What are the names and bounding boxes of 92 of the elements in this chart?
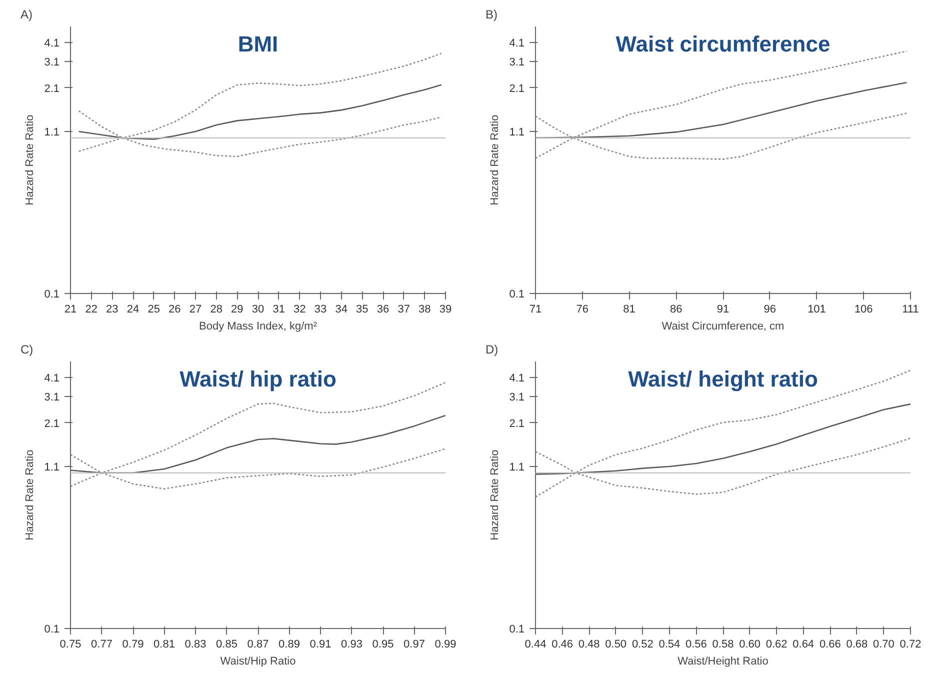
x-tick-label: 0.75 (60, 638, 82, 650)
x-tick-label: 0.60 (739, 638, 761, 650)
chart-title: Waist/ height ratio (628, 366, 818, 392)
x-tick-label: 111 (902, 304, 919, 316)
y-tick-label: 3.1 (509, 56, 525, 68)
x-tick-label: 0.72 (900, 638, 922, 650)
y-tick-label: 1.1 (44, 126, 60, 138)
x-tick-label: 0.91 (310, 638, 332, 650)
y-tick-label: 3.1 (509, 391, 525, 404)
x-tick-label: 0.64 (792, 638, 814, 650)
x-axis-title: Waist/Hip Ratio (220, 656, 296, 668)
x-tick-label: 71 (529, 304, 542, 316)
x-tick-label: 86 (670, 304, 682, 316)
x-tick-label: 33 (314, 304, 327, 316)
y-tick-label: 0.1 (44, 288, 60, 300)
y-tick-label: 4.1 (44, 38, 60, 50)
x-tick-label: 21 (64, 304, 77, 316)
x-tick-label: 0.89 (278, 638, 300, 650)
x-tick-label: 27 (189, 304, 202, 316)
y-tick-label: 1.1 (509, 461, 525, 474)
x-tick-label: 0.62 (766, 638, 788, 650)
y-tick-label: 3.1 (44, 391, 60, 404)
x-tick-label: 0.83 (184, 638, 206, 650)
x-tick-label: 0.81 (154, 638, 175, 650)
x-tick-label: 0.68 (846, 638, 868, 650)
y-tick-label: 4.1 (509, 38, 525, 50)
y-axis-title: Hazard Rate Ratio (24, 114, 36, 206)
x-tick-label: 34 (335, 304, 348, 316)
y-axis-title: Hazard Rate Ratio (489, 450, 502, 540)
y-tick-label: 1.1 (509, 126, 525, 138)
x-tick-label: 28 (210, 304, 222, 316)
chart-title: Waist/ hip ratio (180, 366, 336, 392)
x-tick-label: 31 (272, 304, 285, 316)
x-tick-label: 22 (85, 304, 98, 316)
x-tick-label: 0.87 (247, 638, 269, 650)
y-tick-label: 2.1 (509, 418, 525, 430)
x-tick-label: 0.97 (404, 638, 425, 650)
chart-title: BMI (238, 32, 278, 56)
x-tick-label: 0.48 (578, 638, 600, 650)
x-tick-label: 76 (576, 304, 589, 316)
x-tick-label: 0.50 (605, 638, 627, 650)
x-tick-label: 30 (252, 304, 264, 316)
x-axis-title: Body Mass Index, kg/m² (199, 320, 318, 332)
x-axis-title: Waist Circumference, cm (662, 320, 784, 332)
y-axis-title: Hazard Rate Ratio (24, 450, 36, 540)
y-tick-label: 2.1 (44, 82, 60, 95)
y-tick-label: 0.1 (509, 288, 525, 300)
y-tick-label: 0.1 (509, 624, 525, 636)
x-tick-label: 32 (294, 304, 306, 316)
y-tick-label: 0.1 (44, 624, 60, 636)
x-tick-label: 0.46 (552, 638, 574, 650)
x-tick-label: 29 (231, 304, 244, 316)
x-tick-label: 0.85 (216, 638, 238, 650)
x-tick-label: 0.44 (524, 638, 546, 650)
y-tick-label: 1.1 (44, 461, 60, 474)
x-tick-label: 106 (854, 304, 873, 316)
x-tick-label: 0.93 (341, 638, 362, 650)
x-tick-label: 0.52 (632, 638, 654, 650)
x-tick-label: 0.99 (434, 638, 456, 650)
x-tick-label: 91 (716, 304, 730, 316)
x-tick-label: 39 (439, 304, 452, 316)
y-axis-title: Hazard Rate Ratio (489, 114, 502, 206)
text: D) (486, 342, 498, 356)
y-tick-label: 2.1 (44, 418, 60, 430)
text: C) (20, 342, 34, 356)
chart-title: Waist circumference (616, 32, 830, 56)
y-tick-label: 4.1 (509, 372, 525, 385)
x-tick-label: 101 (808, 304, 826, 316)
x-tick-label: 23 (106, 304, 118, 316)
text: B) (486, 8, 498, 22)
x-tick-label: 0.58 (712, 638, 734, 650)
x-tick-label: 0.95 (372, 638, 394, 650)
text: A) (20, 8, 33, 22)
x-tick-label: 0.54 (658, 638, 680, 650)
x-tick-label: 0.56 (686, 638, 707, 650)
x-tick-label: 24 (126, 304, 140, 316)
x-tick-label: 37 (398, 304, 410, 316)
x-tick-label: 0.70 (873, 638, 894, 650)
x-tick-label: 0.66 (819, 638, 841, 650)
y-tick-label: 3.1 (44, 56, 60, 68)
x-tick-label: 36 (376, 304, 390, 316)
x-tick-label: 25 (148, 304, 160, 316)
x-tick-label: 96 (764, 304, 776, 316)
y-tick-label: 4.1 (44, 372, 60, 385)
x-tick-label: 38 (418, 304, 431, 316)
x-tick-label: 35 (356, 304, 368, 316)
x-tick-label: 0.79 (122, 638, 144, 650)
x-tick-label: 81 (623, 304, 636, 316)
x-axis-title: Waist/Height Ratio (678, 656, 768, 668)
x-tick-label: 0.77 (91, 638, 112, 650)
x-tick-label: 26 (168, 304, 181, 316)
y-tick-label: 2.1 (509, 82, 525, 95)
